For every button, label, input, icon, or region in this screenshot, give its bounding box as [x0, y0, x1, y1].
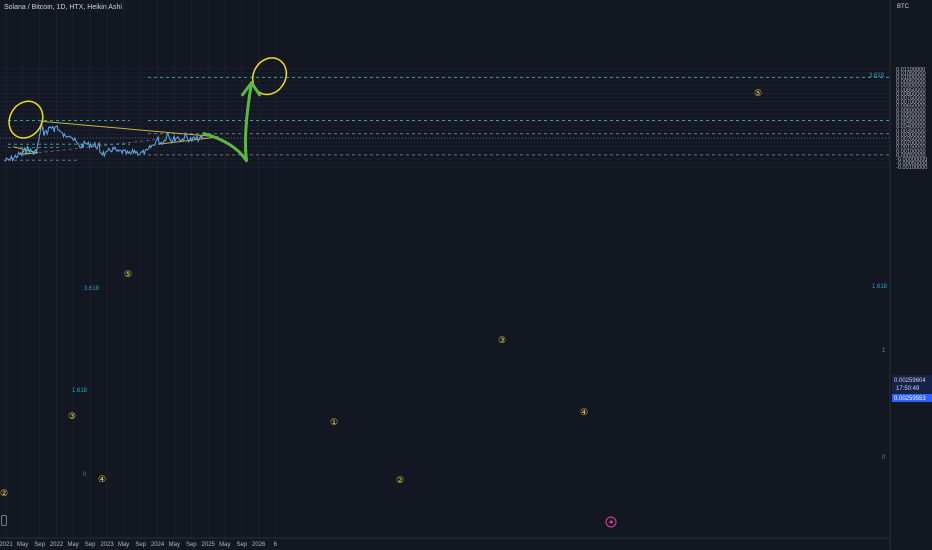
- fib-0-label-right: 0: [882, 455, 886, 461]
- fib-1618-label-left: 1.618: [72, 388, 88, 394]
- y-tick-label: 0.00900000: [896, 83, 926, 89]
- gray-diagonal-1[interactable]: [4, 153, 28, 162]
- drawing-tools-icon[interactable]: [1, 515, 7, 526]
- y-tick-label: -0.00000000: [896, 157, 927, 163]
- time-axis[interactable]: 2021 May Sep 2022 May Sep 2023 May Sep 2024 May Sep…: [0, 537, 890, 548]
- wave-5-target-label: ⑤: [754, 88, 762, 98]
- y-tick-label: 0.01000000: [896, 75, 926, 81]
- wave-2-mid-label: ②: [396, 475, 404, 485]
- x-tick-label: May: [118, 542, 129, 548]
- bid-price-value: 0.00259553: [894, 396, 926, 402]
- x-tick-label: 6: [274, 542, 278, 548]
- wave-4-mid-label: ④: [580, 407, 588, 417]
- price-axis-bg: [890, 0, 932, 550]
- x-tick-label: 2022: [50, 542, 64, 548]
- y-tick-label: 0.00400000: [896, 124, 926, 130]
- y-tick-label: 0.00150000: [896, 145, 926, 151]
- x-tick-label: 2026: [252, 542, 266, 548]
- currency-label: BTC: [897, 4, 909, 10]
- fib-3618-label-right: 3.618: [869, 73, 885, 79]
- price-series: [4, 121, 204, 163]
- y-tick-label: 0.00950000: [896, 79, 926, 85]
- y-tick-label: 0.00350000: [896, 128, 926, 134]
- target-arrow-head[interactable]: [241, 81, 262, 97]
- x-tick-label: May: [67, 542, 78, 548]
- y-tick-label: 0.01050000: [896, 71, 926, 77]
- wave-4-left-label: ④: [98, 474, 106, 484]
- y-tick-label: 0.00600000: [896, 108, 926, 114]
- wave-3-left-label: ③: [68, 411, 76, 421]
- x-tick-label: 2025: [202, 542, 216, 548]
- triangle-upper-line[interactable]: [40, 120, 219, 138]
- fib-0-label-left: 0: [83, 472, 87, 478]
- y-tick-label: -0.00050000: [896, 161, 927, 167]
- small-triangle-lower[interactable]: [19, 152, 39, 155]
- y-tick-label: 0.00450000: [896, 120, 926, 126]
- ellipse-highlight-left[interactable]: [3, 95, 50, 144]
- y-tick-label: 0.00250000: [896, 137, 926, 143]
- fib-1-label: 1: [882, 348, 886, 354]
- x-tick-label: May: [169, 542, 180, 548]
- ellipse-highlight-right[interactable]: [246, 52, 293, 101]
- x-tick-label: Sep: [34, 542, 45, 548]
- x-tick-label: May: [219, 542, 230, 548]
- y-tick-label: 0.00500000: [896, 116, 926, 122]
- y-tick-label: 0.00700000: [896, 100, 926, 106]
- y-tick-label: -0.00100000: [896, 165, 927, 171]
- wave-2-left-label: ②: [0, 488, 8, 498]
- y-tick-label: 0.00850000: [896, 87, 926, 93]
- annotations[interactable]: [3, 52, 293, 163]
- last-price-badge[interactable]: 0.00259604 17:50:49 0.00259553: [892, 375, 932, 402]
- x-tick-label: May: [17, 542, 28, 548]
- last-price-value: 0.00259604: [894, 378, 926, 384]
- y-tick-label: 0.01100000: [896, 67, 925, 73]
- wave-5-peak-label: ⑤: [124, 269, 132, 279]
- countdown-timer: 17:50:49: [896, 386, 920, 392]
- price-axis[interactable]: 0.011000000.010500000.010000000.00950000…: [889, 0, 932, 550]
- wave-1-mid-label: ①: [330, 417, 338, 427]
- y-tick-label: 0.00800000: [896, 91, 926, 97]
- target-arrow-curve[interactable]: [202, 81, 254, 163]
- wave-3-mid-label: ③: [498, 335, 506, 345]
- grid: [0, 0, 890, 538]
- lightning-icon[interactable]: [605, 516, 617, 528]
- y-tick-label: 0.00750000: [896, 96, 926, 102]
- x-tick-label: 2024: [151, 542, 165, 548]
- x-tick-label: 2021: [0, 542, 13, 548]
- y-tick-label: 0.00100000: [896, 149, 926, 155]
- x-tick-label: Sep: [236, 542, 247, 548]
- chart-title: Solana / Bitcoin, 1D, HTX, Heikin Ashi: [4, 4, 122, 11]
- y-tick-label: 0.00650000: [896, 104, 926, 110]
- price-line: [4, 121, 204, 163]
- fib-1618-label-right: 1.618: [872, 284, 888, 290]
- x-tick-label: Sep: [135, 542, 146, 548]
- fib-3618-label-left: 3.618: [84, 286, 100, 292]
- x-tick-label: Sep: [85, 542, 96, 548]
- y-tick-label: 0.00050000: [896, 153, 926, 159]
- x-tick-label: Sep: [186, 542, 197, 548]
- x-tick-label: 2023: [100, 542, 114, 548]
- y-tick-label: 0.00200000: [896, 141, 926, 147]
- y-tick-label: 0.00550000: [896, 112, 926, 118]
- y-tick-label: 0.00300000: [896, 132, 926, 138]
